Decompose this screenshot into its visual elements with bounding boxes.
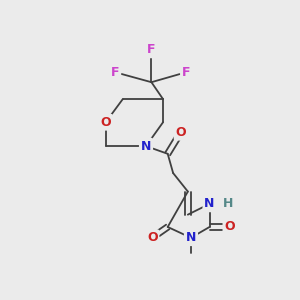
Text: N: N <box>204 197 215 210</box>
Text: F: F <box>182 66 190 79</box>
Text: N: N <box>141 140 151 153</box>
Text: O: O <box>224 220 235 233</box>
Text: F: F <box>147 44 156 56</box>
Text: H: H <box>223 197 233 210</box>
Text: O: O <box>176 126 186 139</box>
Text: F: F <box>111 66 119 79</box>
Text: N: N <box>186 231 196 244</box>
Text: O: O <box>147 231 158 244</box>
Text: O: O <box>100 116 111 129</box>
